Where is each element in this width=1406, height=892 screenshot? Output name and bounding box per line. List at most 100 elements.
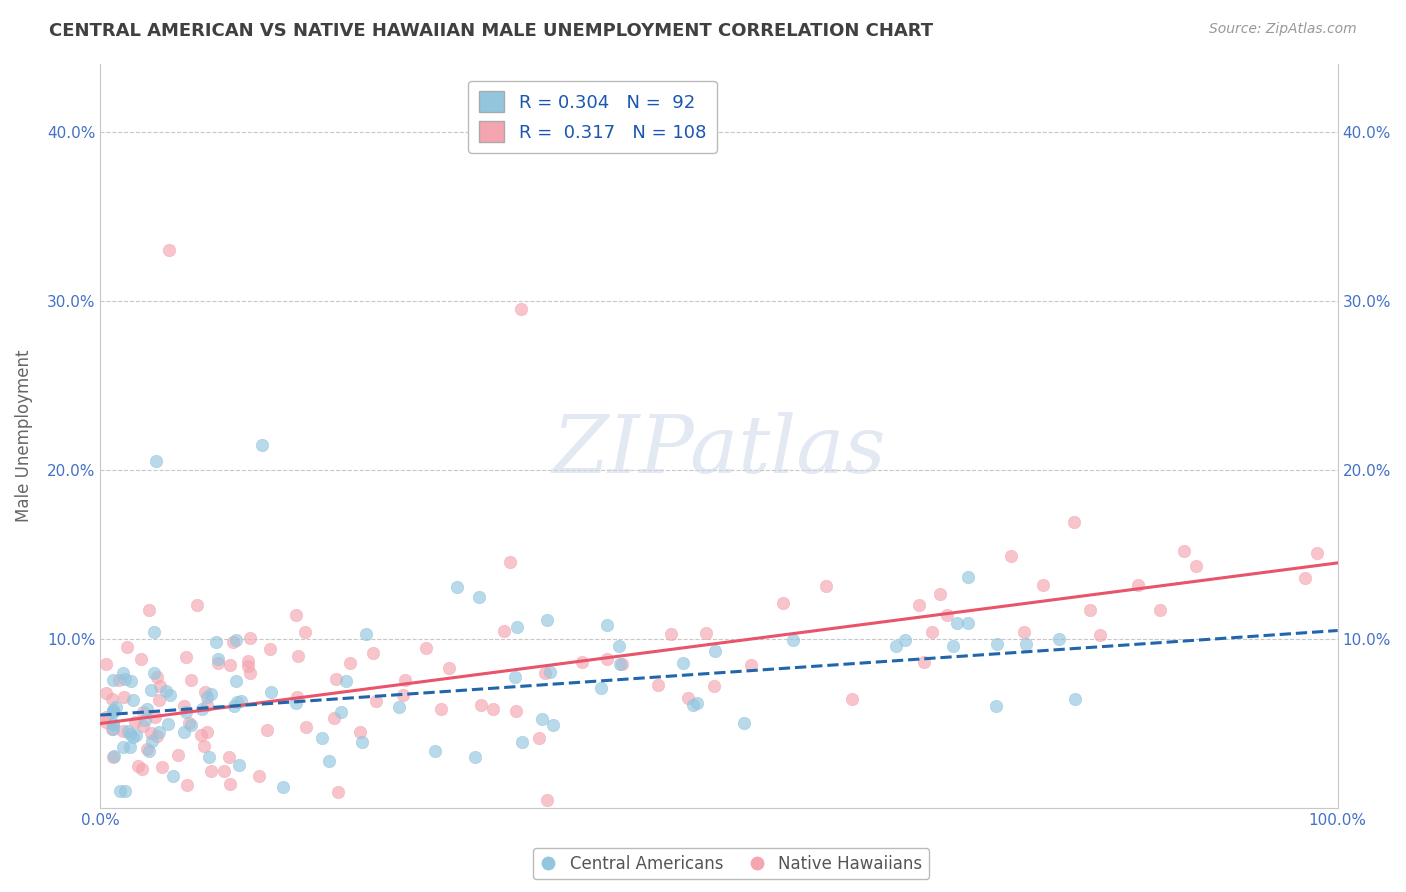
Point bbox=[256, 723, 278, 738]
Point bbox=[468, 590, 491, 604]
Point bbox=[162, 769, 184, 783]
Point bbox=[229, 694, 252, 708]
Point bbox=[222, 698, 245, 713]
Text: CENTRAL AMERICAN VS NATIVE HAWAIIAN MALE UNEMPLOYMENT CORRELATION CHART: CENTRAL AMERICAN VS NATIVE HAWAIIAN MALE… bbox=[49, 22, 934, 40]
Point bbox=[120, 727, 142, 741]
Point bbox=[503, 670, 526, 684]
Point bbox=[536, 792, 558, 806]
Point bbox=[956, 570, 979, 584]
Point bbox=[148, 725, 170, 739]
Point bbox=[118, 740, 141, 755]
Y-axis label: Male Unemployment: Male Unemployment bbox=[15, 350, 32, 523]
Point bbox=[222, 635, 245, 649]
Point bbox=[354, 627, 377, 641]
Point bbox=[986, 699, 1008, 714]
Point bbox=[429, 702, 451, 716]
Point bbox=[352, 735, 374, 749]
Point bbox=[156, 717, 179, 731]
Point bbox=[610, 657, 633, 671]
Text: ZIPatlas: ZIPatlas bbox=[553, 412, 886, 490]
Point bbox=[225, 695, 247, 709]
Point bbox=[1184, 558, 1206, 573]
Point bbox=[647, 678, 669, 692]
Point bbox=[166, 747, 188, 762]
Point bbox=[325, 672, 347, 686]
Point bbox=[607, 639, 630, 653]
Point bbox=[101, 673, 124, 687]
Point bbox=[682, 698, 704, 712]
Point bbox=[225, 632, 247, 647]
Point bbox=[173, 698, 195, 713]
Point bbox=[363, 647, 385, 661]
Point bbox=[505, 705, 527, 719]
Point bbox=[101, 722, 124, 736]
Point bbox=[956, 615, 979, 630]
Point bbox=[103, 749, 125, 764]
Point bbox=[894, 633, 917, 648]
Point bbox=[936, 607, 959, 622]
Point bbox=[271, 780, 294, 794]
Point bbox=[155, 683, 177, 698]
Point bbox=[129, 652, 152, 666]
Point bbox=[1047, 632, 1070, 646]
Point bbox=[180, 718, 202, 732]
Point bbox=[295, 720, 318, 734]
Point bbox=[146, 729, 169, 743]
Point bbox=[326, 785, 349, 799]
Point bbox=[772, 596, 794, 610]
Point bbox=[225, 673, 247, 688]
Point bbox=[1080, 602, 1102, 616]
Point bbox=[492, 624, 515, 638]
Point bbox=[212, 764, 235, 778]
Point bbox=[609, 657, 631, 672]
Point bbox=[596, 618, 619, 632]
Point bbox=[423, 744, 446, 758]
Text: Source: ZipAtlas.com: Source: ZipAtlas.com bbox=[1209, 22, 1357, 37]
Point bbox=[134, 713, 156, 727]
Point bbox=[207, 651, 229, 665]
Point bbox=[250, 437, 273, 451]
Point bbox=[145, 454, 167, 468]
Point bbox=[1149, 603, 1171, 617]
Point bbox=[236, 659, 259, 673]
Point bbox=[141, 682, 163, 697]
Point bbox=[197, 690, 219, 704]
Point bbox=[131, 762, 153, 776]
Point bbox=[1064, 691, 1087, 706]
Point bbox=[364, 693, 387, 707]
Point bbox=[1032, 578, 1054, 592]
Point bbox=[101, 692, 124, 706]
Point bbox=[198, 750, 221, 764]
Legend: Central Americans, Native Hawaiians: Central Americans, Native Hawaiians bbox=[533, 848, 929, 880]
Point bbox=[946, 616, 969, 631]
Point bbox=[145, 710, 167, 724]
Point bbox=[294, 625, 316, 640]
Point bbox=[218, 749, 240, 764]
Point bbox=[1128, 578, 1150, 592]
Point bbox=[132, 718, 155, 732]
Point bbox=[176, 649, 198, 664]
Point bbox=[814, 579, 837, 593]
Legend: R = 0.304   N =  92, R =  0.317   N = 108: R = 0.304 N = 92, R = 0.317 N = 108 bbox=[468, 80, 717, 153]
Point bbox=[247, 769, 270, 783]
Point bbox=[349, 724, 371, 739]
Point bbox=[329, 705, 352, 719]
Point bbox=[120, 674, 142, 689]
Point bbox=[101, 717, 124, 731]
Point bbox=[96, 715, 118, 730]
Point bbox=[125, 728, 148, 742]
Point bbox=[415, 640, 437, 655]
Point bbox=[157, 243, 180, 257]
Point bbox=[101, 703, 124, 717]
Point bbox=[695, 626, 717, 640]
Point bbox=[323, 711, 346, 725]
Point bbox=[703, 679, 725, 693]
Point bbox=[1015, 637, 1038, 651]
Point bbox=[1090, 628, 1112, 642]
Point bbox=[464, 750, 486, 764]
Point bbox=[236, 654, 259, 668]
Point bbox=[986, 637, 1008, 651]
Point bbox=[114, 784, 136, 798]
Point bbox=[439, 661, 461, 675]
Point bbox=[96, 710, 118, 724]
